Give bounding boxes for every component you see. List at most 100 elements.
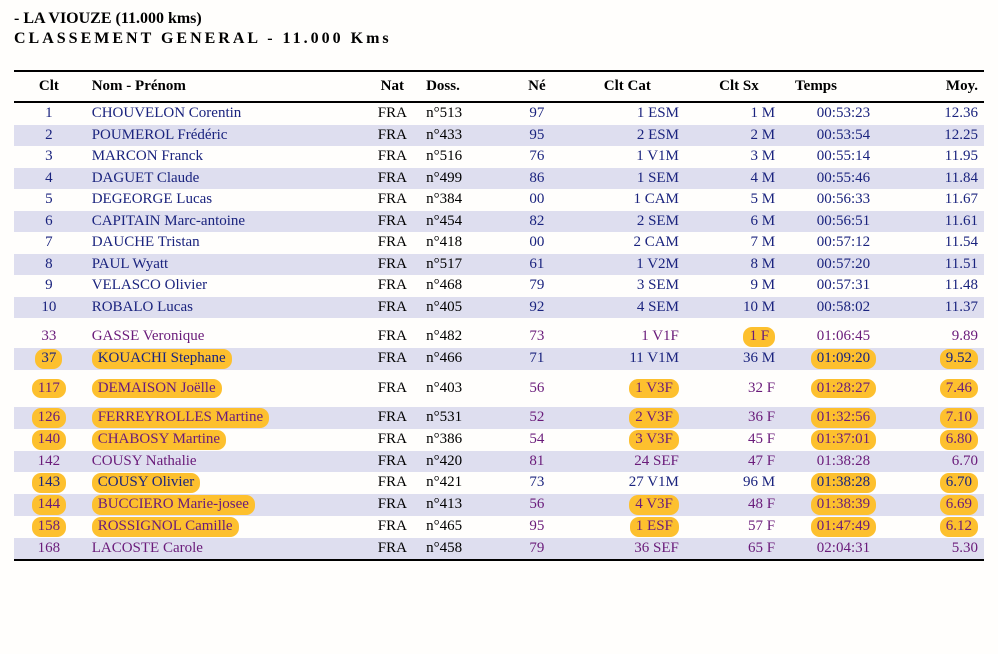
cell-clt: 3 — [14, 146, 84, 168]
cell-moy: 5.30 — [902, 538, 984, 560]
table-header: Clt Nom - Prénom Nat Doss. Né Clt Cat Cl… — [14, 71, 984, 102]
cell-ne: 73 — [502, 472, 572, 494]
cell-temps: 00:53:23 — [785, 102, 902, 125]
cell-name: BUCCIERO Marie-josee — [84, 494, 363, 516]
cell-moy: 12.36 — [902, 102, 984, 125]
cell-doss: n°384 — [422, 189, 502, 211]
col-ne: Né — [502, 71, 572, 102]
cell-ne: 95 — [502, 516, 572, 538]
cell-temps: 01:37:01 — [785, 429, 902, 451]
cell-clt: 9 — [14, 275, 84, 297]
cell-doss: n°418 — [422, 232, 502, 254]
cell-moy: 6.70 — [902, 451, 984, 473]
cell-cat: 27 V1M — [572, 472, 699, 494]
cell-nat: FRA — [363, 102, 422, 125]
cell-moy: 11.37 — [902, 297, 984, 319]
cell-doss: n°482 — [422, 326, 502, 348]
cell-temps: 01:28:27 — [785, 378, 902, 400]
cell-moy: 11.48 — [902, 275, 984, 297]
table-row: 1CHOUVELON CorentinFRAn°513971 ESM1 M00:… — [14, 102, 984, 125]
cell-nat: FRA — [363, 378, 422, 400]
cell-ne: 52 — [502, 407, 572, 429]
cell-nat: FRA — [363, 472, 422, 494]
col-doss: Doss. — [422, 71, 502, 102]
cell-name: ROSSIGNOL Camille — [84, 516, 363, 538]
cell-cat: 3 V3F — [572, 429, 699, 451]
cell-clt: 2 — [14, 125, 84, 147]
cell-cat: 36 SEF — [572, 538, 699, 560]
cell-doss: n°516 — [422, 146, 502, 168]
cell-moy: 9.52 — [902, 348, 984, 370]
cell-sx: 45 F — [699, 429, 785, 451]
cell-temps: 02:04:31 — [785, 538, 902, 560]
cell-sx: 3 M — [699, 146, 785, 168]
table-row: 140CHABOSY MartineFRAn°386543 V3F45 F01:… — [14, 429, 984, 451]
cell-temps: 01:47:49 — [785, 516, 902, 538]
cell-doss: n°433 — [422, 125, 502, 147]
cell-nat: FRA — [363, 407, 422, 429]
cell-name: PAUL Wyatt — [84, 254, 363, 276]
col-temps: Temps — [785, 71, 902, 102]
cell-nat: FRA — [363, 232, 422, 254]
cell-moy: 12.25 — [902, 125, 984, 147]
cell-clt: 6 — [14, 211, 84, 233]
cell-nat: FRA — [363, 189, 422, 211]
cell-ne: 56 — [502, 494, 572, 516]
table-row: 10ROBALO LucasFRAn°405924 SEM10 M00:58:0… — [14, 297, 984, 319]
cell-nat: FRA — [363, 326, 422, 348]
cell-name: DEMAISON Joëlle — [84, 378, 363, 400]
cell-doss: n°405 — [422, 297, 502, 319]
cell-name: ROBALO Lucas — [84, 297, 363, 319]
cell-doss: n°454 — [422, 211, 502, 233]
table-row: 6CAPITAIN Marc-antoineFRAn°454822 SEM6 M… — [14, 211, 984, 233]
cell-name: DEGEORGE Lucas — [84, 189, 363, 211]
cell-name: MARCON Franck — [84, 146, 363, 168]
cell-doss: n°386 — [422, 429, 502, 451]
cell-sx: 65 F — [699, 538, 785, 560]
cell-cat: 1 V1M — [572, 146, 699, 168]
cell-name: VELASCO Olivier — [84, 275, 363, 297]
cell-sx: 47 F — [699, 451, 785, 473]
cell-moy: 11.67 — [902, 189, 984, 211]
cell-temps: 01:38:39 — [785, 494, 902, 516]
cell-ne: 00 — [502, 232, 572, 254]
cell-clt: 1 — [14, 102, 84, 125]
cell-ne: 00 — [502, 189, 572, 211]
cell-clt: 126 — [14, 407, 84, 429]
cell-sx: 1 F — [699, 326, 785, 348]
cell-cat: 1 ESM — [572, 102, 699, 125]
cell-temps: 00:55:14 — [785, 146, 902, 168]
cell-ne: 79 — [502, 538, 572, 560]
cell-doss: n°517 — [422, 254, 502, 276]
cell-clt: 144 — [14, 494, 84, 516]
cell-cat: 4 SEM — [572, 297, 699, 319]
cell-moy: 11.84 — [902, 168, 984, 190]
cell-sx: 32 F — [699, 378, 785, 400]
table-row: 4DAGUET ClaudeFRAn°499861 SEM4 M00:55:46… — [14, 168, 984, 190]
cell-ne: 95 — [502, 125, 572, 147]
cell-temps: 00:53:54 — [785, 125, 902, 147]
cell-moy: 7.10 — [902, 407, 984, 429]
cell-cat: 2 CAM — [572, 232, 699, 254]
cell-cat: 1 ESF — [572, 516, 699, 538]
cell-nat: FRA — [363, 211, 422, 233]
cell-clt: 5 — [14, 189, 84, 211]
table-row: 144BUCCIERO Marie-joseeFRAn°413564 V3F48… — [14, 494, 984, 516]
cell-ne: 86 — [502, 168, 572, 190]
ranking-title: CLASSEMENT GENERAL - 11.000 Kms — [14, 30, 984, 48]
cell-sx: 36 F — [699, 407, 785, 429]
cell-name: COUSY Nathalie — [84, 451, 363, 473]
cell-ne: 81 — [502, 451, 572, 473]
cell-doss: n°513 — [422, 102, 502, 125]
col-moy: Moy. — [902, 71, 984, 102]
cell-clt: 117 — [14, 378, 84, 400]
cell-temps: 00:55:46 — [785, 168, 902, 190]
cell-ne: 97 — [502, 102, 572, 125]
cell-doss: n°468 — [422, 275, 502, 297]
results-table: Clt Nom - Prénom Nat Doss. Né Clt Cat Cl… — [14, 70, 984, 561]
cell-clt: 142 — [14, 451, 84, 473]
cell-clt: 4 — [14, 168, 84, 190]
cell-doss: n°413 — [422, 494, 502, 516]
table-row: 117DEMAISON JoëlleFRAn°403561 V3F32 F01:… — [14, 378, 984, 400]
cell-clt: 143 — [14, 472, 84, 494]
